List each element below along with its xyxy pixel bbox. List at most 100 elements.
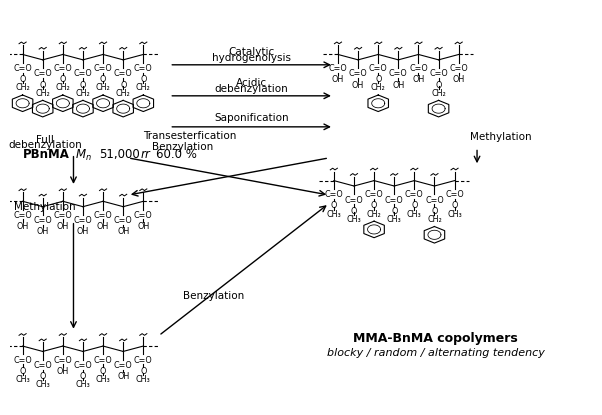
Text: $M_n$: $M_n$	[75, 148, 92, 164]
Text: C=O: C=O	[13, 211, 32, 220]
Text: O: O	[140, 367, 146, 376]
Text: OH: OH	[393, 81, 405, 90]
Text: O: O	[330, 201, 337, 210]
Text: CH₃: CH₃	[387, 215, 402, 224]
Text: C=O: C=O	[445, 190, 464, 199]
Text: 51,000: 51,000	[99, 148, 140, 161]
Text: C=O: C=O	[329, 64, 347, 73]
Text: CH₂: CH₂	[116, 89, 131, 98]
Text: Methylation: Methylation	[470, 132, 532, 142]
Text: C=O: C=O	[429, 69, 448, 78]
Text: C=O: C=O	[449, 64, 468, 73]
Text: CH₂: CH₂	[36, 89, 50, 98]
Text: 60.0 %: 60.0 %	[157, 148, 197, 161]
Text: OH: OH	[332, 75, 344, 84]
Text: O: O	[371, 201, 377, 210]
Text: OH: OH	[453, 75, 465, 84]
Text: Saponification: Saponification	[214, 113, 289, 123]
Text: CH₃: CH₃	[407, 210, 421, 219]
Text: OH: OH	[137, 222, 149, 231]
Text: C=O: C=O	[54, 211, 72, 220]
Text: C=O: C=O	[54, 356, 72, 364]
Text: C=O: C=O	[344, 195, 364, 205]
Text: CH₂: CH₂	[55, 83, 70, 93]
Text: CH₃: CH₃	[326, 210, 341, 219]
Text: C=O: C=O	[114, 216, 132, 225]
Text: CH₂: CH₂	[371, 83, 386, 93]
Text: C=O: C=O	[324, 190, 343, 199]
Text: Benzylation: Benzylation	[152, 142, 214, 151]
Text: CH₂: CH₂	[136, 83, 150, 93]
Text: CH₃: CH₃	[96, 375, 110, 384]
Text: OH: OH	[57, 367, 69, 376]
Text: OH: OH	[97, 222, 109, 231]
Text: CH₂: CH₂	[431, 89, 446, 98]
Text: CH₃: CH₃	[15, 375, 30, 384]
Text: C=O: C=O	[13, 64, 32, 73]
Text: debenzylation: debenzylation	[8, 140, 82, 150]
Text: O: O	[79, 372, 86, 381]
Text: Catalytic: Catalytic	[229, 46, 275, 56]
Text: O: O	[19, 367, 26, 376]
Text: OH: OH	[16, 222, 29, 231]
Text: O: O	[40, 372, 46, 381]
Text: C=O: C=O	[13, 356, 32, 364]
Text: O: O	[435, 81, 442, 90]
Text: C=O: C=O	[94, 211, 113, 220]
Text: Methylation: Methylation	[14, 203, 76, 212]
Text: hydrogenolysis: hydrogenolysis	[212, 53, 291, 63]
Text: OH: OH	[412, 75, 424, 84]
Text: CH₂: CH₂	[367, 210, 382, 219]
Text: CH₃: CH₃	[347, 215, 361, 224]
Text: O: O	[79, 81, 86, 90]
Text: CH₂: CH₂	[76, 89, 90, 98]
Text: CH₂: CH₂	[427, 215, 442, 224]
Text: O: O	[351, 207, 357, 216]
Text: C=O: C=O	[134, 356, 153, 364]
Text: CH₃: CH₃	[136, 375, 150, 384]
Text: CH₃: CH₃	[76, 381, 90, 389]
Text: O: O	[100, 75, 107, 84]
Text: O: O	[411, 201, 418, 210]
Text: Transesterfication: Transesterfication	[143, 131, 237, 142]
Text: CH₃: CH₃	[36, 381, 50, 389]
Text: C=O: C=O	[73, 216, 92, 225]
Text: O: O	[140, 75, 146, 84]
Text: C=O: C=O	[365, 190, 383, 199]
Text: OH: OH	[37, 227, 49, 237]
Text: C=O: C=O	[349, 69, 367, 78]
Text: O: O	[375, 75, 382, 84]
Text: CH₃: CH₃	[447, 210, 462, 219]
Text: blocky / random / alternating tendency: blocky / random / alternating tendency	[327, 348, 545, 358]
Text: Acidic: Acidic	[236, 78, 267, 88]
Text: OH: OH	[57, 222, 69, 231]
Text: C=O: C=O	[425, 195, 444, 205]
Text: O: O	[19, 75, 26, 84]
Text: O: O	[452, 201, 458, 210]
Text: OH: OH	[117, 227, 129, 237]
Text: Benzylation: Benzylation	[183, 290, 244, 300]
Text: C=O: C=O	[54, 64, 72, 73]
Text: O: O	[120, 81, 126, 90]
Text: MMA-BnMA copolymers: MMA-BnMA copolymers	[353, 332, 518, 345]
Text: CH₂: CH₂	[96, 83, 110, 93]
Text: O: O	[391, 207, 397, 216]
Text: C=O: C=O	[73, 69, 92, 78]
Text: C=O: C=O	[33, 361, 52, 370]
Text: OH: OH	[117, 372, 129, 381]
Text: C=O: C=O	[134, 64, 153, 73]
Text: O: O	[60, 75, 66, 84]
Text: $rr$: $rr$	[140, 148, 152, 161]
Text: O: O	[100, 367, 107, 376]
Text: C=O: C=O	[33, 69, 52, 78]
Text: O: O	[431, 207, 438, 216]
Text: O: O	[40, 81, 46, 90]
Text: CH₂: CH₂	[15, 83, 30, 93]
Text: C=O: C=O	[134, 211, 153, 220]
Text: OH: OH	[352, 81, 364, 90]
Text: OH: OH	[77, 227, 89, 237]
Text: C=O: C=O	[114, 361, 132, 370]
Text: C=O: C=O	[94, 64, 113, 73]
Text: PBnMA: PBnMA	[23, 148, 69, 161]
Text: C=O: C=O	[385, 195, 403, 205]
